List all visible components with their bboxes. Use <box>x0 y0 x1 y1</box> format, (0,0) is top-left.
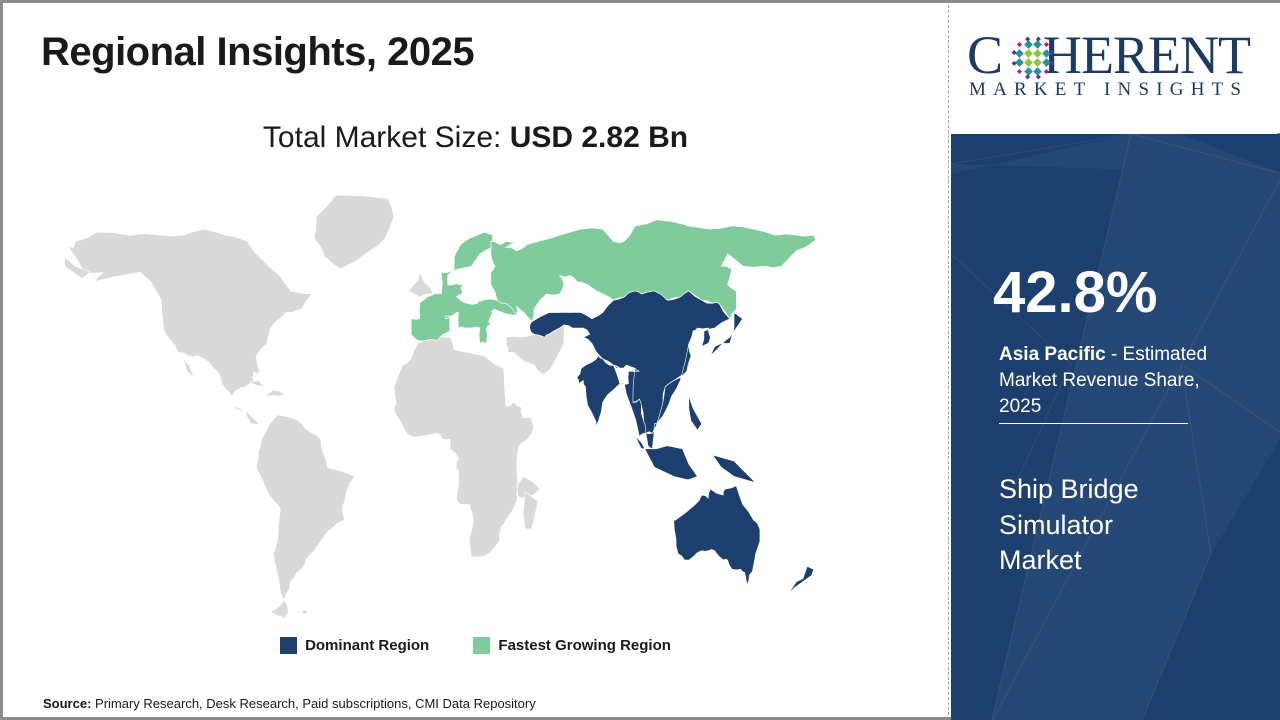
svg-text:HERENT: HERENT <box>1043 25 1251 85</box>
svg-text:MARKET INSIGHTS: MARKET INSIGHTS <box>969 79 1248 100</box>
svg-text:C: C <box>967 25 1002 85</box>
